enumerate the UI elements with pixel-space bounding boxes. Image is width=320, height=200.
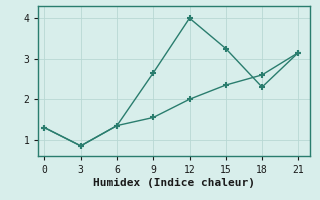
X-axis label: Humidex (Indice chaleur): Humidex (Indice chaleur) <box>93 178 255 188</box>
